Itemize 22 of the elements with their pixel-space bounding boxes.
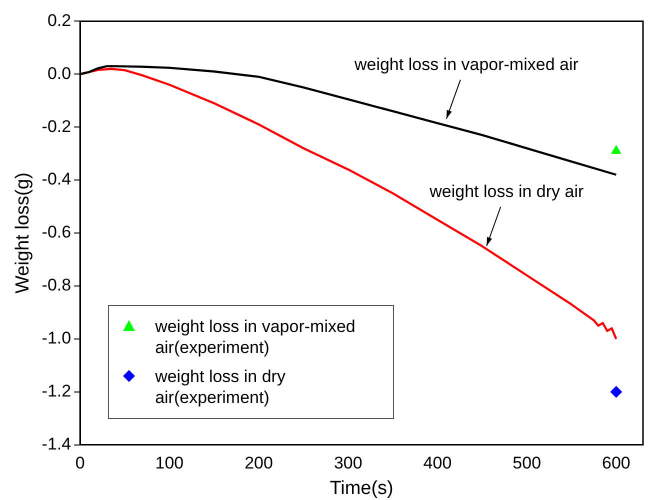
x-tick-label: 400 (423, 454, 452, 473)
y-tick-label: 0.2 (47, 10, 72, 30)
y-tick-label: -0.4 (42, 170, 72, 189)
y-tick-label: 0.0 (47, 64, 72, 83)
x-tick-label: 200 (244, 454, 273, 473)
y-tick-label: -1.4 (42, 434, 72, 454)
y-axis-title: Weight loss(g) (12, 172, 34, 294)
x-axis-title: Time(s) (330, 478, 394, 499)
legend-label: weight loss in vapor-mixed air(experiment) (155, 316, 356, 358)
x-tick-label: 100 (155, 454, 184, 473)
legend-label: weight loss in dry air(experiment) (155, 366, 286, 408)
y-tick-label: -0.2 (42, 116, 72, 136)
x-tick-label: 0 (75, 454, 85, 473)
y-tick-label: -1.2 (42, 382, 72, 401)
annotation: weight loss in vapor-mixed air (353, 54, 579, 74)
y-tick-label: -0.8 (42, 276, 72, 295)
x-tick-label: 600 (602, 454, 630, 473)
x-tick-label: 300 (334, 454, 362, 473)
y-tick-label: -1.0 (42, 328, 72, 348)
x-tick-label: 500 (512, 454, 542, 473)
y-tick-label: -0.6 (42, 222, 72, 242)
annotation: weight loss in dry air (428, 182, 584, 201)
